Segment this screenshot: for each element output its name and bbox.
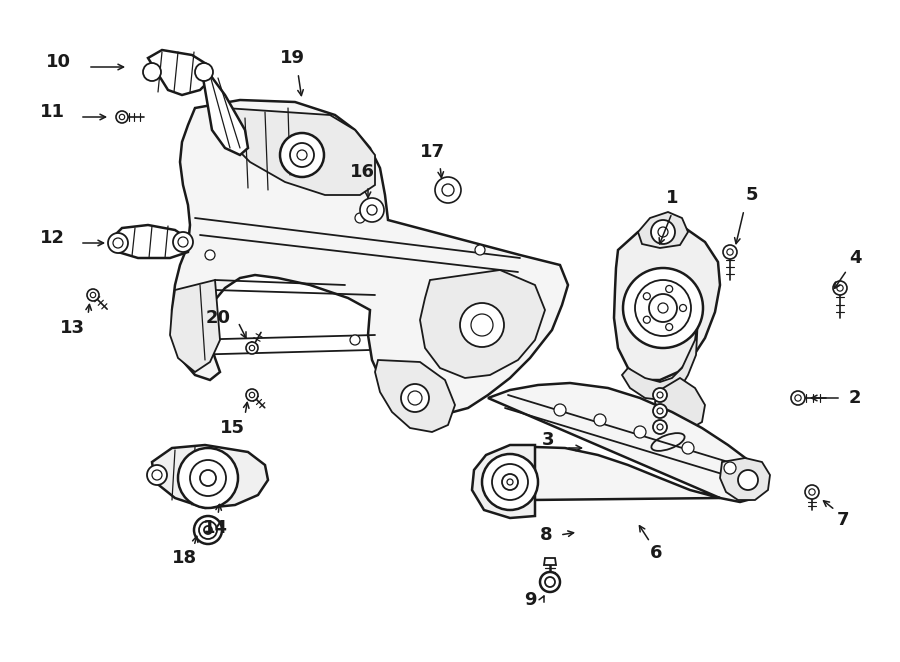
Polygon shape bbox=[622, 318, 698, 400]
Polygon shape bbox=[112, 225, 190, 258]
Polygon shape bbox=[544, 558, 556, 565]
Circle shape bbox=[653, 404, 667, 418]
Text: 6: 6 bbox=[650, 544, 662, 562]
Text: 14: 14 bbox=[202, 519, 228, 537]
Polygon shape bbox=[202, 72, 248, 155]
Text: 18: 18 bbox=[173, 549, 198, 567]
Circle shape bbox=[833, 281, 847, 295]
Circle shape bbox=[540, 572, 560, 592]
Text: 2: 2 bbox=[849, 389, 861, 407]
Circle shape bbox=[805, 485, 819, 499]
Circle shape bbox=[554, 404, 566, 416]
Circle shape bbox=[355, 213, 365, 223]
Circle shape bbox=[653, 388, 667, 402]
Circle shape bbox=[634, 426, 646, 438]
Circle shape bbox=[482, 454, 538, 510]
Text: 8: 8 bbox=[540, 526, 553, 544]
Circle shape bbox=[246, 389, 258, 401]
Text: 9: 9 bbox=[524, 591, 536, 609]
Text: 12: 12 bbox=[40, 229, 65, 247]
Circle shape bbox=[653, 420, 667, 434]
Circle shape bbox=[644, 316, 651, 323]
Circle shape bbox=[195, 63, 213, 81]
Polygon shape bbox=[170, 280, 220, 372]
Circle shape bbox=[680, 305, 687, 312]
Circle shape bbox=[280, 133, 324, 177]
Circle shape bbox=[194, 516, 222, 544]
Circle shape bbox=[651, 220, 675, 244]
Circle shape bbox=[738, 470, 758, 490]
Text: 20: 20 bbox=[205, 309, 230, 327]
Circle shape bbox=[360, 198, 384, 222]
Circle shape bbox=[723, 245, 737, 259]
Text: 10: 10 bbox=[46, 53, 70, 71]
Polygon shape bbox=[172, 100, 568, 415]
Polygon shape bbox=[472, 445, 535, 518]
Polygon shape bbox=[420, 270, 545, 378]
Polygon shape bbox=[638, 212, 688, 248]
Circle shape bbox=[87, 289, 99, 301]
Circle shape bbox=[401, 384, 429, 412]
Circle shape bbox=[791, 391, 805, 405]
Circle shape bbox=[147, 465, 167, 485]
Text: 19: 19 bbox=[280, 49, 304, 67]
Text: 15: 15 bbox=[220, 419, 245, 437]
Circle shape bbox=[682, 442, 694, 454]
Polygon shape bbox=[148, 50, 212, 95]
Circle shape bbox=[475, 245, 485, 255]
Circle shape bbox=[173, 232, 193, 252]
Circle shape bbox=[623, 268, 703, 348]
Polygon shape bbox=[655, 378, 705, 430]
Circle shape bbox=[724, 462, 736, 474]
Circle shape bbox=[350, 335, 360, 345]
Circle shape bbox=[143, 63, 161, 81]
Text: 3: 3 bbox=[542, 431, 554, 449]
Polygon shape bbox=[375, 360, 455, 432]
Text: 1: 1 bbox=[666, 189, 679, 207]
Text: 16: 16 bbox=[349, 163, 374, 181]
Circle shape bbox=[460, 303, 504, 347]
Text: 13: 13 bbox=[59, 319, 85, 337]
Circle shape bbox=[435, 177, 461, 203]
Polygon shape bbox=[720, 458, 770, 500]
Circle shape bbox=[594, 414, 606, 426]
Circle shape bbox=[116, 111, 128, 123]
Circle shape bbox=[205, 250, 215, 260]
Circle shape bbox=[178, 448, 238, 508]
Text: 5: 5 bbox=[746, 186, 758, 204]
Polygon shape bbox=[614, 225, 720, 380]
Circle shape bbox=[108, 233, 128, 253]
Circle shape bbox=[246, 342, 258, 354]
Text: 4: 4 bbox=[849, 249, 861, 267]
Circle shape bbox=[644, 293, 651, 300]
Polygon shape bbox=[222, 108, 375, 195]
Text: 7: 7 bbox=[837, 511, 850, 529]
Polygon shape bbox=[480, 383, 762, 514]
Circle shape bbox=[666, 285, 672, 293]
Text: 17: 17 bbox=[419, 143, 445, 161]
Polygon shape bbox=[152, 445, 268, 508]
Circle shape bbox=[666, 324, 672, 330]
Text: 11: 11 bbox=[40, 103, 65, 121]
